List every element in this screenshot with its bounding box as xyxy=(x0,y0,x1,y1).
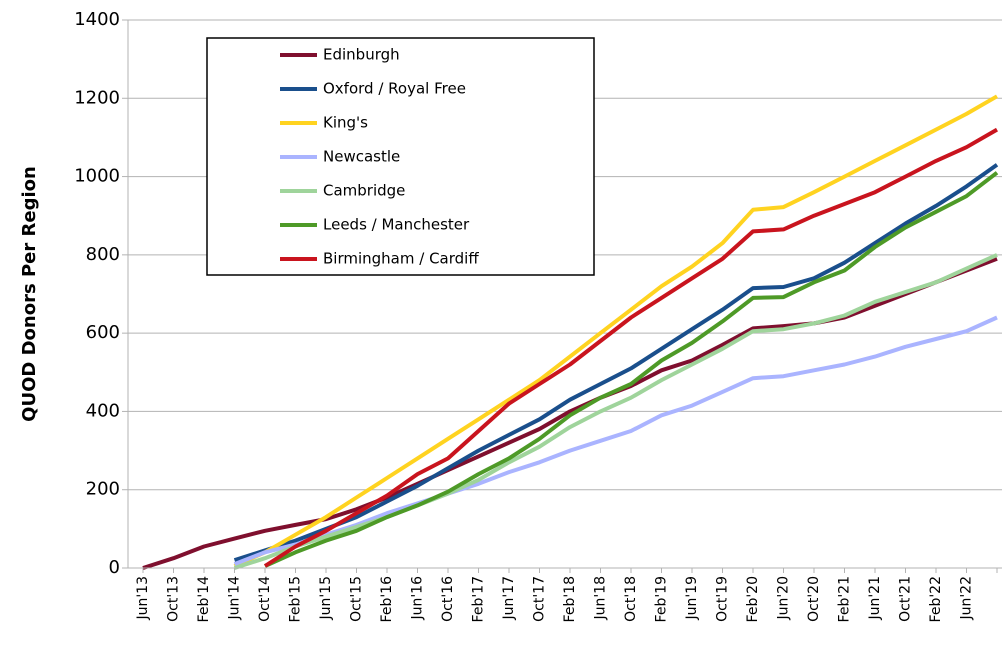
x-tick-label: Oct'20 xyxy=(806,576,822,622)
legend-label: Cambridge xyxy=(323,182,405,200)
x-tick-label: Jun'22 xyxy=(959,576,975,621)
x-tick-label: Feb'14 xyxy=(196,576,212,623)
y-tick-label: 400 xyxy=(86,400,120,421)
x-tick-label: Feb'15 xyxy=(288,576,304,622)
x-tick-label: Jun'14 xyxy=(227,576,243,621)
y-tick-label: 200 xyxy=(86,479,120,500)
legend-label: King's xyxy=(323,114,368,132)
y-axis-label: QUOD Donors Per Region xyxy=(19,166,40,422)
y-tick-label: 600 xyxy=(86,322,120,343)
x-tick-label: Jun'20 xyxy=(776,576,792,621)
x-tick-label: Feb'17 xyxy=(471,576,487,622)
x-tick-label: Jun'13 xyxy=(135,576,151,621)
legend-label: Leeds / Manchester xyxy=(323,216,470,234)
x-tick-label: Oct'16 xyxy=(440,576,456,622)
x-tick-label: Oct'15 xyxy=(349,576,365,622)
x-tick-label: Feb'19 xyxy=(654,576,670,622)
series-line xyxy=(233,163,999,563)
x-tick-label: Jun'16 xyxy=(410,576,426,621)
y-tick-label: 1400 xyxy=(74,9,120,30)
x-tick-label: Jun'15 xyxy=(318,576,334,621)
x-tick-label: Feb'21 xyxy=(837,576,853,622)
x-tick-label: Jun'19 xyxy=(684,576,700,621)
y-tick-label: 1200 xyxy=(74,87,120,108)
series-line xyxy=(264,171,999,568)
y-tick-label: 1000 xyxy=(74,166,120,187)
x-tick-label: Jun'17 xyxy=(501,576,517,621)
legend-label: Oxford / Royal Free xyxy=(323,80,466,98)
x-tick-label: Oct'17 xyxy=(532,576,548,622)
legend-box xyxy=(206,37,595,276)
x-tick-label: Feb'16 xyxy=(379,576,395,623)
legend-label: Edinburgh xyxy=(323,46,400,64)
series-line xyxy=(263,127,998,568)
legend-label: Birmingham / Cardiff xyxy=(323,250,479,268)
x-tick-label: Feb'20 xyxy=(745,576,761,622)
series-line xyxy=(233,253,998,570)
x-tick-label: Feb'18 xyxy=(562,576,578,622)
x-tick-label: Jun'21 xyxy=(867,576,883,621)
legend-label: Newcastle xyxy=(323,148,400,166)
x-tick-label: Oct'18 xyxy=(623,576,639,622)
x-tick-label: Jun'18 xyxy=(593,576,609,621)
x-tick-label: Oct'14 xyxy=(257,576,273,622)
x-tick-label: Oct'13 xyxy=(166,576,182,622)
x-tick-label: Feb'22 xyxy=(928,576,944,622)
y-tick-label: 0 xyxy=(109,557,120,578)
x-tick-label: Oct'19 xyxy=(715,576,731,622)
series-line xyxy=(233,94,998,568)
series-line xyxy=(142,256,998,570)
series-line xyxy=(233,315,998,566)
y-tick-label: 800 xyxy=(86,244,120,265)
x-tick-label: Oct'21 xyxy=(898,576,914,622)
